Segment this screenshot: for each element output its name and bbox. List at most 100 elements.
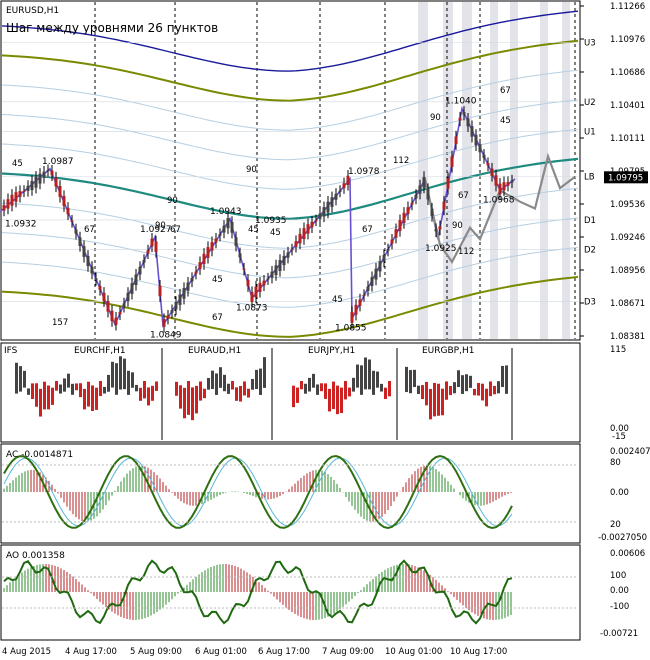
u3-channel-line — [1, 39, 579, 102]
ifs-bar — [413, 369, 416, 388]
ifs-axis-top: 115 — [610, 345, 626, 355]
ifs-pane-3: EURJPY,H1 — [308, 346, 355, 356]
price-bar-body — [6, 199, 10, 209]
price-bar-body — [158, 285, 162, 297]
level-channel-line — [1, 128, 579, 190]
ifs-bar — [83, 388, 86, 410]
price-bar-body — [238, 253, 242, 258]
price-bar-body — [302, 228, 306, 240]
shading-band — [462, 2, 472, 339]
price-bar-body — [502, 182, 506, 191]
price-bar-body — [254, 286, 258, 298]
level-label: D1 — [584, 216, 596, 226]
ifs-bar — [441, 388, 444, 416]
price-bar-body — [190, 277, 194, 282]
price-label: 1.0932 — [5, 219, 37, 229]
price-bar-body — [310, 221, 314, 228]
time-tick-label: 10 Aug 17:00 — [450, 647, 507, 657]
price-tick-label: 1.11266 — [610, 2, 645, 12]
time-tick-label: 6 Aug 17:00 — [258, 647, 310, 657]
pip-label: 90 — [246, 165, 257, 175]
ifs-bar — [47, 385, 50, 410]
price-bar-body — [434, 229, 438, 232]
ao-pane — [2, 559, 578, 625]
price-bar-body — [426, 189, 430, 200]
price-bar-body — [242, 268, 246, 270]
ifs-bar — [437, 383, 440, 416]
price-bar-body — [250, 292, 254, 302]
ao-axis-top: 0.00606 — [610, 549, 645, 559]
time-tick-label: 7 Aug 09:00 — [322, 647, 374, 657]
ifs-bar — [300, 381, 303, 390]
price-bar-body — [266, 278, 270, 280]
price-bar-body — [2, 205, 6, 211]
ifs-bar — [320, 383, 323, 392]
ao-axis-bottom: -0.00721 — [600, 629, 638, 639]
level-label: D3 — [584, 298, 596, 308]
price-bar-body — [178, 294, 182, 305]
price-bar-body — [234, 237, 238, 246]
price-label: 1.0849 — [150, 331, 182, 341]
price-bar-body — [270, 271, 274, 278]
ifs-bar — [304, 383, 307, 394]
price-label: 1.0855 — [335, 324, 367, 334]
price-bar-body — [18, 191, 22, 197]
ifs-bar — [51, 387, 54, 405]
ifs-bar — [445, 381, 448, 400]
price-bar-body — [286, 252, 290, 258]
price-bar-body — [358, 299, 362, 306]
price-bar-body — [90, 266, 94, 274]
price-tick-label: 1.09246 — [610, 233, 645, 243]
ifs-bar — [316, 384, 319, 395]
price-bar-body — [370, 277, 374, 286]
pip-label: 45 — [500, 116, 511, 126]
price-bar-body — [154, 241, 158, 252]
price-bar-body — [50, 170, 54, 176]
price-label: 1.0925 — [425, 244, 457, 254]
price-bar-body — [262, 280, 266, 286]
price-bar-body — [206, 247, 210, 258]
ifs-bar — [352, 377, 355, 392]
d3-channel-line — [1, 275, 579, 338]
price-bar-body — [482, 154, 486, 158]
ifs-bar — [231, 381, 234, 390]
level-label: D2 — [584, 245, 596, 255]
ifs-bar — [485, 388, 488, 407]
pip-label: 67 — [170, 225, 181, 235]
price-tick-label: 1.08381 — [610, 332, 645, 342]
ifs-bar — [336, 385, 339, 415]
pip-label: 90 — [430, 113, 441, 123]
ifs-bar — [505, 365, 508, 394]
ifs-bar — [259, 368, 262, 395]
price-bar-body — [202, 253, 206, 265]
price-tick-label: 1.08956 — [610, 266, 645, 276]
pip-label: 67 — [212, 313, 223, 323]
price-bar-body — [462, 111, 466, 115]
price-bar-body — [374, 268, 378, 280]
price-bar-body — [418, 185, 422, 194]
time-tick-label: 4 Aug 2015 — [2, 647, 51, 657]
pip-label: 45 — [212, 275, 223, 285]
price-bar-body — [162, 319, 166, 327]
ifs-bar — [376, 371, 379, 388]
price-bar-body — [174, 302, 178, 310]
ao-level-100: 100 — [610, 571, 626, 581]
price-bar-body — [58, 185, 62, 197]
price-bar-body — [222, 225, 226, 233]
price-bar-body — [290, 249, 294, 251]
price-tick-label: 1.10111 — [610, 134, 645, 144]
price-bar-body — [78, 237, 82, 246]
price-bar-body — [230, 221, 234, 233]
price-bar-body — [130, 283, 134, 294]
price-bar-body — [486, 163, 490, 166]
price-bar-body — [46, 170, 50, 172]
ao-title: AO 0.001358 — [6, 551, 65, 561]
ifs-bar — [115, 363, 118, 395]
pip-label: 112 — [393, 156, 409, 166]
ifs-bar — [449, 385, 452, 396]
price-bar-body — [510, 180, 514, 183]
price-bar-body — [210, 242, 214, 251]
ifs-bar — [199, 381, 202, 401]
chart-title: Шаг между уровнями 26 пунктов — [6, 21, 218, 35]
ifs-bar — [87, 381, 90, 407]
